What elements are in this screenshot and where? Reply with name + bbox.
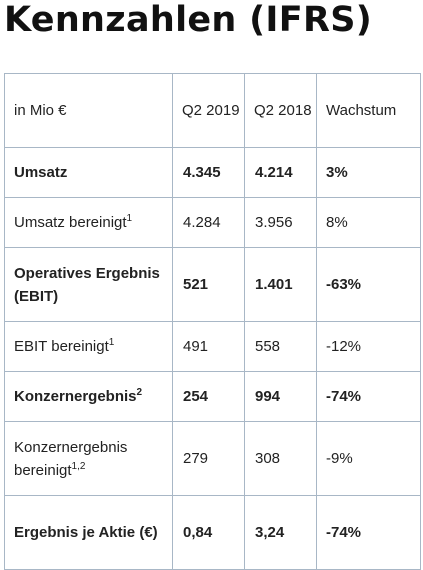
cell-growth: 3% bbox=[316, 147, 421, 198]
cell-q2-2019: 254 bbox=[172, 371, 245, 422]
row-label: Umsatz bereinigt1 bbox=[4, 197, 173, 248]
footnote-marker: 1 bbox=[126, 213, 133, 224]
header-q2-2019: Q2 2019 bbox=[172, 73, 245, 148]
table-row: EBIT bereinigt1 491 558 -12% bbox=[4, 321, 421, 372]
page-title: Kennzahlen (IFRS) bbox=[4, 0, 373, 40]
row-label: Operatives Ergebnis (EBIT) bbox=[4, 247, 173, 322]
footnote-marker: 2 bbox=[136, 387, 143, 398]
header-growth: Wachstum bbox=[316, 73, 421, 148]
row-label-text: Ergebnis je Aktie (€) bbox=[14, 524, 158, 541]
table-header-row: in Mio € Q2 2019 Q2 2018 Wachstum bbox=[4, 73, 421, 148]
row-label: EBIT bereinigt1 bbox=[4, 321, 173, 372]
table-row: Operatives Ergebnis (EBIT) 521 1.401 -63… bbox=[4, 247, 421, 322]
cell-growth: -74% bbox=[316, 495, 421, 570]
cell-q2-2019: 4.284 bbox=[172, 197, 245, 248]
row-label-text: Konzernergebnis bbox=[14, 388, 137, 405]
cell-q2-2019: 4.345 bbox=[172, 147, 245, 198]
cell-q2-2018: 994 bbox=[244, 371, 317, 422]
cell-growth: 8% bbox=[316, 197, 421, 248]
cell-q2-2018: 3.956 bbox=[244, 197, 317, 248]
row-label-text: Umsatz bereinigt bbox=[14, 214, 127, 231]
table-row: Umsatz 4.345 4.214 3% bbox=[4, 147, 421, 198]
cell-growth: -63% bbox=[316, 247, 421, 322]
cell-q2-2018: 3,24 bbox=[244, 495, 317, 570]
table-row: Umsatz bereinigt1 4.284 3.956 8% bbox=[4, 197, 421, 248]
row-label-text: EBIT bereinigt bbox=[14, 338, 109, 355]
header-unit-label: in Mio € bbox=[4, 73, 173, 148]
table-row: Konzernergebnis2 254 994 -74% bbox=[4, 371, 421, 422]
cell-q2-2018: 308 bbox=[244, 421, 317, 496]
cell-q2-2019: 279 bbox=[172, 421, 245, 496]
row-label-text: Operatives Ergebnis (EBIT) bbox=[14, 264, 160, 305]
footnote-marker: 1,2 bbox=[71, 460, 86, 472]
cell-q2-2019: 0,84 bbox=[172, 495, 245, 570]
cell-q2-2019: 521 bbox=[172, 247, 245, 322]
cell-q2-2018: 4.214 bbox=[244, 147, 317, 198]
table-row: Ergebnis je Aktie (€) 0,84 3,24 -74% bbox=[4, 495, 421, 570]
row-label: Ergebnis je Aktie (€) bbox=[4, 495, 173, 570]
cell-growth: -74% bbox=[316, 371, 421, 422]
cell-growth: -12% bbox=[316, 321, 421, 372]
table-row: Konzernergebnis bereinigt1,2 279 308 -9% bbox=[4, 421, 421, 496]
footnote-marker: 1 bbox=[108, 337, 115, 348]
cell-q2-2018: 558 bbox=[244, 321, 317, 372]
kpi-table: in Mio € Q2 2019 Q2 2018 Wachstum Umsatz… bbox=[4, 73, 421, 570]
cell-q2-2018: 1.401 bbox=[244, 247, 317, 322]
header-q2-2018: Q2 2018 bbox=[244, 73, 317, 148]
cell-growth: -9% bbox=[316, 421, 421, 496]
row-label: Konzernergebnis2 bbox=[4, 371, 173, 422]
row-label: Umsatz bbox=[4, 147, 173, 198]
row-label-text: Konzernergebnis bereinigt bbox=[14, 438, 128, 479]
row-label-text: Umsatz bbox=[14, 164, 68, 181]
row-label: Konzernergebnis bereinigt1,2 bbox=[4, 421, 173, 496]
cell-q2-2019: 491 bbox=[172, 321, 245, 372]
